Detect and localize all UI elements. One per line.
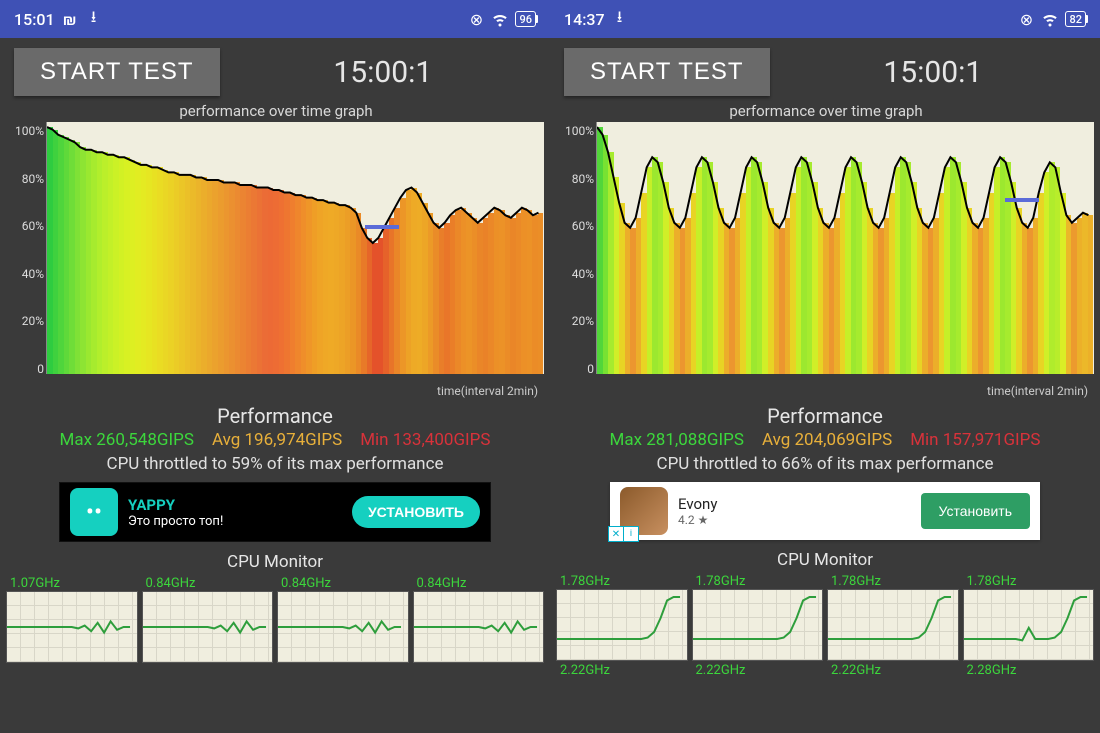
performance-heading: Performance: [0, 404, 550, 428]
min-gips: Min 133,400GIPS: [360, 430, 490, 450]
cpu-core-cell: 0.84GHz: [413, 576, 545, 663]
cpu-freq-label: 2.22GHz: [827, 663, 959, 678]
ad-install-button[interactable]: УСТАНОВИТЬ: [352, 496, 480, 528]
cpu-core-cell: 0.84GHz: [142, 576, 274, 663]
cpu-freq-label: 1.78GHz: [556, 574, 688, 589]
ad-app-icon: ••: [70, 488, 118, 536]
status-bar: 14:37 ⭳ ⊗ 82: [550, 0, 1100, 38]
download-icon: ⭳: [85, 10, 103, 28]
nfc-icon: ₪: [61, 10, 79, 28]
cpu-freq-label: 1.07GHz: [6, 576, 138, 591]
cpu-core-cell: 1.78GHz 2.22GHz: [692, 574, 824, 678]
max-gips: Max 281,088GIPS: [610, 430, 744, 450]
cpu-freq-label: 2.22GHz: [556, 663, 688, 678]
cpu-monitor-heading: CPU Monitor: [550, 550, 1100, 570]
cpu-freq-label: 0.84GHz: [142, 576, 274, 591]
min-gips: Min 157,971GIPS: [910, 430, 1040, 450]
cpu-freq-label: 2.28GHz: [963, 663, 1095, 678]
chart-title: performance over time graph: [8, 102, 544, 120]
avg-gips: Avg 196,974GIPS: [212, 430, 342, 450]
cpu-freq-label: 1.78GHz: [963, 574, 1095, 589]
avg-gips: Avg 204,069GIPS: [762, 430, 892, 450]
x-axis-label: time(interval 2min): [8, 382, 544, 398]
wifi-icon: [491, 10, 509, 28]
ad-close-icon[interactable]: ✕: [608, 526, 624, 542]
phone-left: 15:01 ₪ ⭳ ⊗ 96 START TEST 15:00:1 perfor…: [0, 0, 550, 733]
status-bar: 15:01 ₪ ⭳ ⊗ 96: [0, 0, 550, 38]
battery-icon: 82: [1065, 11, 1086, 27]
cpu-freq-label: 0.84GHz: [413, 576, 545, 591]
cpu-core-cell: 1.78GHz 2.22GHz: [556, 574, 688, 678]
performance-chart: 100%80%60%40%20%0: [558, 122, 1094, 382]
phone-right: 14:37 ⭳ ⊗ 82 START TEST 15:00:1 performa…: [550, 0, 1100, 733]
ad-title: Evony: [678, 495, 921, 513]
cpu-core-cell: 1.78GHz 2.22GHz: [827, 574, 959, 678]
timer-text: 15:00:1: [790, 55, 1086, 90]
cpu-freq-label: 1.78GHz: [692, 574, 824, 589]
ad-banner[interactable]: •• YAPPY Это просто топ! УСТАНОВИТЬ: [59, 482, 491, 542]
x-axis-label: time(interval 2min): [558, 382, 1094, 398]
ad-info-icon[interactable]: i: [623, 526, 639, 542]
wifi-icon: [1041, 10, 1059, 28]
performance-stats: Max 260,548GIPS Avg 196,974GIPS Min 133,…: [0, 430, 550, 450]
mute-icon: ⊗: [1017, 10, 1035, 28]
cpu-core-cell: 1.78GHz 2.28GHz: [963, 574, 1095, 678]
clock-text: 15:01: [14, 10, 55, 29]
max-gips: Max 260,548GIPS: [60, 430, 194, 450]
mute-icon: ⊗: [467, 10, 485, 28]
ad-install-button[interactable]: Установить: [921, 493, 1030, 529]
ad-title: YAPPY: [128, 496, 352, 514]
timer-text: 15:00:1: [240, 55, 536, 90]
cpu-core-cell: 0.84GHz: [277, 576, 409, 663]
cpu-monitor-heading: CPU Monitor: [0, 552, 550, 572]
throttle-text: CPU throttled to 66% of its max performa…: [550, 454, 1100, 474]
cpu-freq-label: 0.84GHz: [277, 576, 409, 591]
throttle-text: CPU throttled to 59% of its max performa…: [0, 454, 550, 474]
chart-title: performance over time graph: [558, 102, 1094, 120]
ad-subtitle: Это просто топ!: [128, 514, 352, 529]
performance-chart: 100%80%60%40%20%0: [8, 122, 544, 382]
download-icon: ⭳: [611, 10, 629, 28]
battery-icon: 96: [515, 11, 536, 27]
ad-subtitle: 4.2 ★: [678, 513, 921, 527]
cpu-freq-label: 2.22GHz: [692, 663, 824, 678]
cpu-core-cell: 1.07GHz: [6, 576, 138, 663]
cpu-freq-label: 1.78GHz: [827, 574, 959, 589]
performance-heading: Performance: [550, 404, 1100, 428]
start-test-button[interactable]: START TEST: [14, 48, 220, 96]
performance-stats: Max 281,088GIPS Avg 204,069GIPS Min 157,…: [550, 430, 1100, 450]
clock-text: 14:37: [564, 10, 605, 29]
ad-banner[interactable]: ✕ i Evony 4.2 ★ Установить: [610, 482, 1040, 540]
start-test-button[interactable]: START TEST: [564, 48, 770, 96]
